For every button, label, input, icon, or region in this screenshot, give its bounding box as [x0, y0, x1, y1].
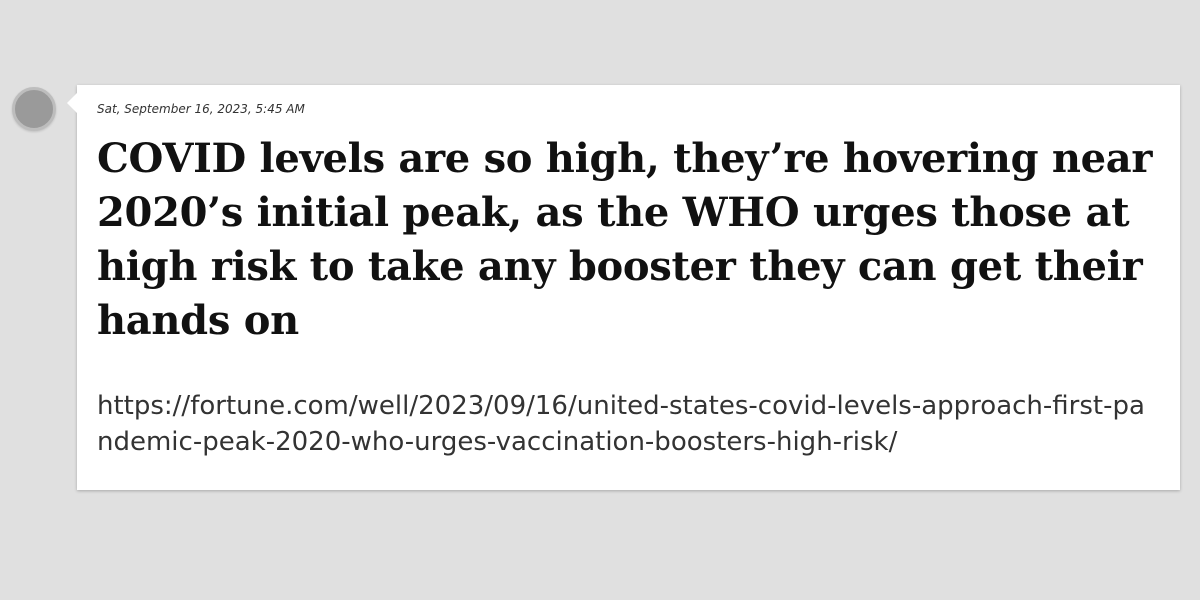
post-headline: COVID levels are so high, they’re hoveri… — [97, 135, 1153, 344]
article-link[interactable]: https://fortune.com/well/2023/09/16/unit… — [97, 391, 1145, 457]
post-card: Sat, September 16, 2023, 5:45 AM COVID l… — [67, 85, 1180, 490]
card-pointer — [67, 93, 77, 113]
avatar[interactable] — [12, 87, 56, 131]
post-timestamp: Sat, September 16, 2023, 5:45 AM — [97, 102, 305, 116]
